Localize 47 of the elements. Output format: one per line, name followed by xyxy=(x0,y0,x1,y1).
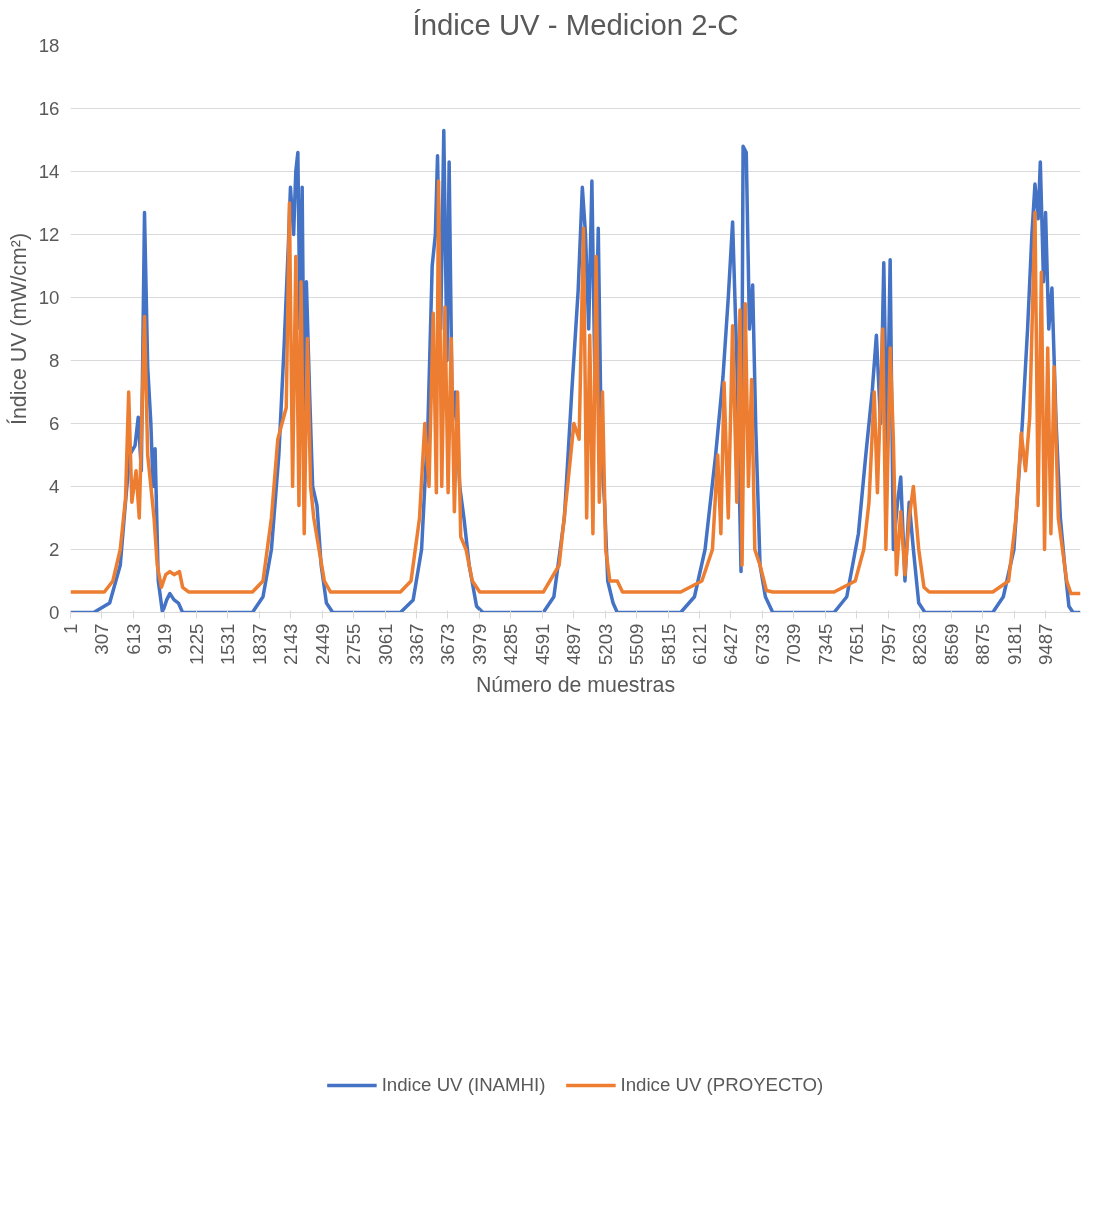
x-tick-label: 3673 xyxy=(437,623,459,665)
x-tick-label: 4897 xyxy=(563,623,585,665)
x-tick-label: 5509 xyxy=(626,623,648,665)
y-tick-label: 16 xyxy=(38,98,60,119)
x-tick-label: 7957 xyxy=(877,623,899,665)
y-tick-label: 10 xyxy=(38,287,60,308)
x-tick-label: 7651 xyxy=(846,623,868,665)
x-tick-label: 9181 xyxy=(1003,623,1025,665)
x-tick-label: 7039 xyxy=(783,623,805,665)
x-tick-label: 1837 xyxy=(248,623,270,665)
x-axis-title: Número de muestras xyxy=(475,673,676,697)
x-tick-label: 3367 xyxy=(405,623,427,665)
x-tick-label: 5815 xyxy=(657,623,679,665)
legend-label: Indice UV (INAMHI) xyxy=(381,1073,546,1096)
x-tick-label: 6733 xyxy=(751,623,773,665)
y-tick-label: 12 xyxy=(38,224,60,245)
y-tick-label: 0 xyxy=(49,602,60,623)
x-tick-label: 9487 xyxy=(1034,623,1056,665)
y-tick-label: 4 xyxy=(49,476,60,497)
x-tick-label: 8569 xyxy=(940,623,962,665)
y-tick-label: 8 xyxy=(49,350,60,371)
x-tick-label: 2143 xyxy=(280,623,302,665)
x-tick-label: 4591 xyxy=(531,623,553,665)
y-tick-label: 18 xyxy=(38,35,60,56)
x-tick-label: 1225 xyxy=(185,623,207,665)
x-tick-label: 2755 xyxy=(343,623,365,665)
x-tick-label: 6427 xyxy=(720,623,742,665)
x-tick-label: 3061 xyxy=(374,623,396,665)
x-tick-label: 6121 xyxy=(689,623,710,665)
x-tick-label: 1531 xyxy=(217,623,239,665)
legend-label: Indice UV (PROYECTO) xyxy=(620,1073,824,1096)
x-tick-label: 613 xyxy=(122,623,144,655)
y-axis-title: Índice UV (mW/cm²) xyxy=(5,233,31,425)
x-tick-label: 4285 xyxy=(500,623,522,665)
x-tick-label: 8875 xyxy=(972,623,994,665)
y-tick-label: 6 xyxy=(49,413,60,434)
x-tick-label: 307 xyxy=(91,623,113,655)
x-tick-label: 1 xyxy=(60,623,81,634)
x-tick-label: 2449 xyxy=(311,623,333,665)
x-tick-label: 5203 xyxy=(594,623,616,665)
x-tick-label: 8263 xyxy=(909,623,931,665)
y-tick-label: 14 xyxy=(38,161,60,182)
chart-title: Índice UV - Medicion 2-C xyxy=(412,7,739,41)
x-tick-label: 3979 xyxy=(468,623,490,665)
x-tick-label: 919 xyxy=(154,623,176,655)
y-tick-label: 2 xyxy=(49,539,60,560)
x-tick-label: 7345 xyxy=(814,623,836,665)
